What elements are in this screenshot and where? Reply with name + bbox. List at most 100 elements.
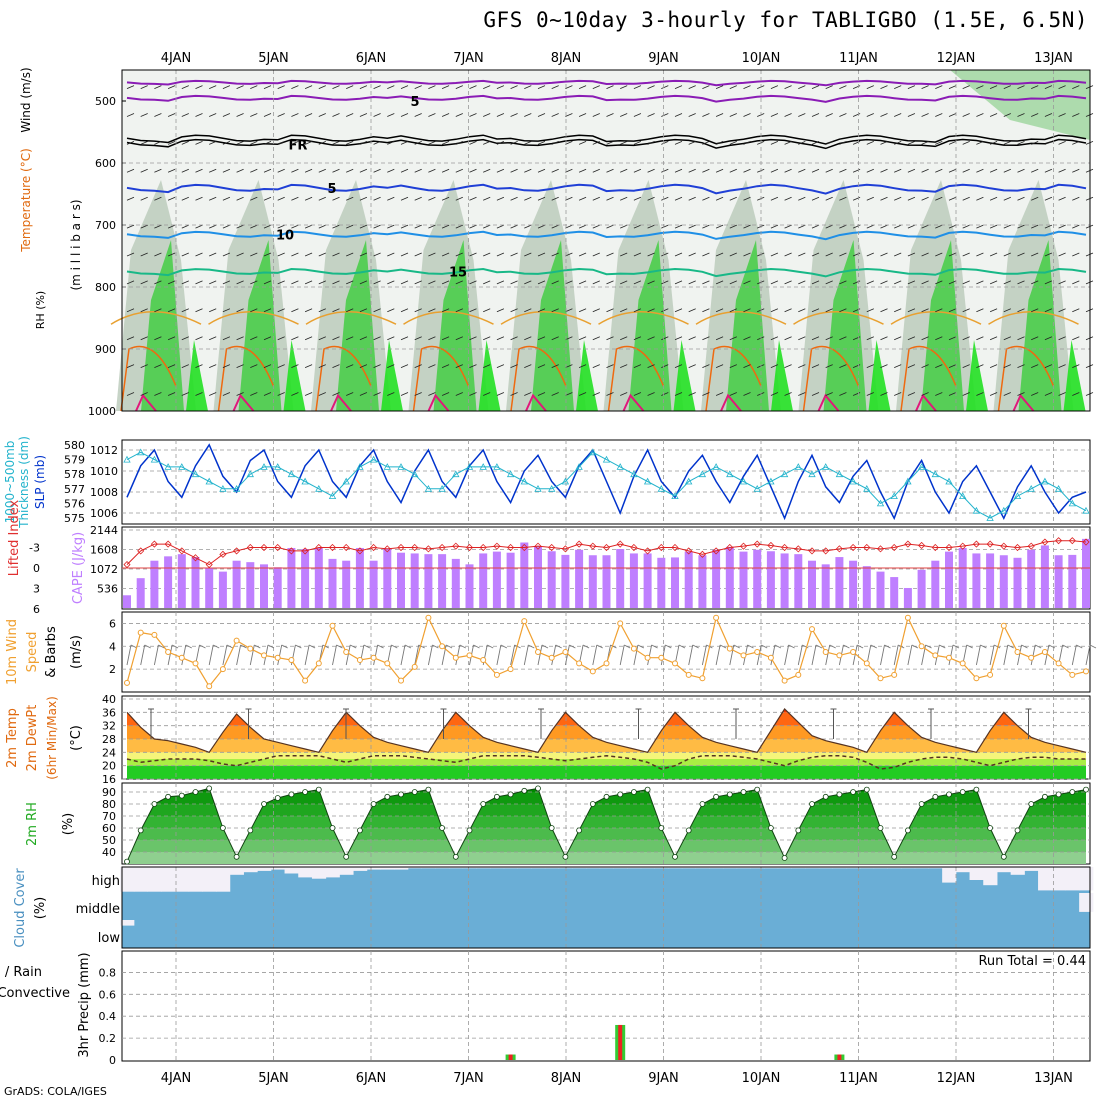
lifted-index-point	[178, 547, 186, 555]
wind-barb	[770, 644, 776, 666]
wind-barb	[610, 644, 617, 649]
lifted-index-point	[918, 541, 926, 550]
isotherm-label: FR	[289, 138, 308, 153]
cape-bar	[520, 542, 529, 608]
temp-tick-label: 16	[102, 773, 116, 786]
wind-barb	[277, 141, 285, 145]
cloud-cover-bar	[791, 867, 806, 869]
wind-barb	[483, 196, 491, 201]
wind-barb	[236, 252, 244, 257]
wind-barb	[715, 224, 724, 229]
rh-band	[127, 816, 1086, 828]
wind-barb	[1003, 280, 1011, 285]
wind-barb	[866, 308, 874, 313]
wind-barb	[304, 224, 313, 229]
lifted-index-point	[959, 542, 967, 550]
wind-barb	[1089, 644, 1097, 649]
wind-barb	[537, 308, 546, 313]
wind-barb	[1072, 392, 1080, 396]
precip-panel-frame	[121, 950, 1091, 1062]
bottom-date-label: 5JAN	[258, 1071, 289, 1086]
wind-barb	[158, 644, 165, 649]
thickness-point	[630, 470, 638, 478]
wind-barb	[263, 168, 272, 173]
wind-barb	[349, 644, 357, 649]
slp-tick-label: 1012	[90, 444, 118, 457]
wind-barb	[633, 168, 642, 173]
wind-barb	[510, 85, 518, 89]
lifted-index-axis-label: Lifted Index	[7, 499, 22, 576]
wind-barb	[1072, 196, 1080, 201]
wind-barb	[1058, 224, 1066, 229]
wind-barb	[154, 252, 162, 257]
wind-barb	[770, 196, 779, 201]
top-date-label: 10JAN	[742, 51, 781, 66]
wind-barb	[578, 336, 587, 341]
wind-speed-point	[576, 660, 583, 667]
wind-barb	[524, 141, 532, 145]
wind-barb	[743, 196, 751, 201]
wind-barb	[222, 85, 231, 89]
cloud-cover-bar	[284, 867, 299, 874]
wind-barb	[126, 280, 135, 285]
isotherm-line	[315, 345, 372, 412]
thickness-point	[972, 506, 981, 514]
wind-speed-point	[480, 657, 487, 663]
rh-point	[768, 825, 774, 831]
wind-speed-point	[124, 679, 130, 686]
lifted-index-point	[520, 543, 528, 552]
rh-point	[973, 786, 980, 793]
wind-barb	[414, 224, 422, 229]
wind-barb	[359, 168, 368, 173]
cloud-cover-bar	[257, 867, 272, 871]
wind-barb	[1072, 141, 1080, 145]
thickness-point	[164, 463, 172, 470]
cape-bar	[150, 560, 159, 608]
wind-barb	[989, 196, 998, 201]
wind-barb	[209, 141, 217, 145]
wind-barb	[1003, 336, 1011, 341]
cloud-cover-bar	[818, 867, 834, 869]
slp-tick-label: 1008	[90, 486, 118, 499]
wind-barb	[222, 280, 231, 285]
wind-barb	[249, 644, 255, 666]
cape-bar	[232, 560, 241, 608]
wind-barb	[825, 196, 833, 201]
cape-tick-label: 1608	[90, 544, 118, 557]
wind-barb	[222, 336, 231, 341]
wind-barb	[815, 644, 823, 649]
rh-point	[863, 786, 870, 793]
wind-barb	[935, 196, 943, 201]
wind-barb	[1003, 364, 1011, 368]
lifted-index-point	[191, 554, 200, 562]
wind-barb	[140, 280, 148, 285]
wind-barb	[770, 85, 779, 89]
wind-barb	[373, 644, 379, 666]
wind-barb	[578, 392, 587, 396]
wind-barb	[592, 168, 600, 173]
wind-barb	[921, 85, 929, 89]
wind-barb	[304, 85, 313, 89]
temp-units-label: (°C)	[69, 725, 84, 751]
thickness-point	[575, 463, 583, 470]
wind-barb	[743, 141, 751, 145]
wind-barb	[140, 113, 148, 117]
cloud-cover-bar	[805, 867, 820, 869]
wind-speed-point	[713, 614, 720, 621]
wind-barb	[373, 168, 381, 173]
lifted-index-point	[698, 550, 706, 558]
wind-barb	[387, 85, 395, 89]
wind-barb	[469, 113, 477, 117]
wind-barb	[948, 252, 957, 257]
wind-barb	[263, 224, 272, 229]
wind-barb	[1017, 85, 1025, 89]
wind-barb	[852, 280, 861, 285]
wind-barb	[907, 224, 916, 229]
wind-speed-point	[384, 660, 391, 667]
wind-speed-point	[548, 654, 555, 661]
wind-barb	[195, 308, 203, 313]
wind-tick-label: 6	[109, 617, 116, 630]
rh-band	[127, 804, 1086, 816]
isotherm-line	[217, 345, 275, 412]
wind-barb	[441, 113, 450, 117]
